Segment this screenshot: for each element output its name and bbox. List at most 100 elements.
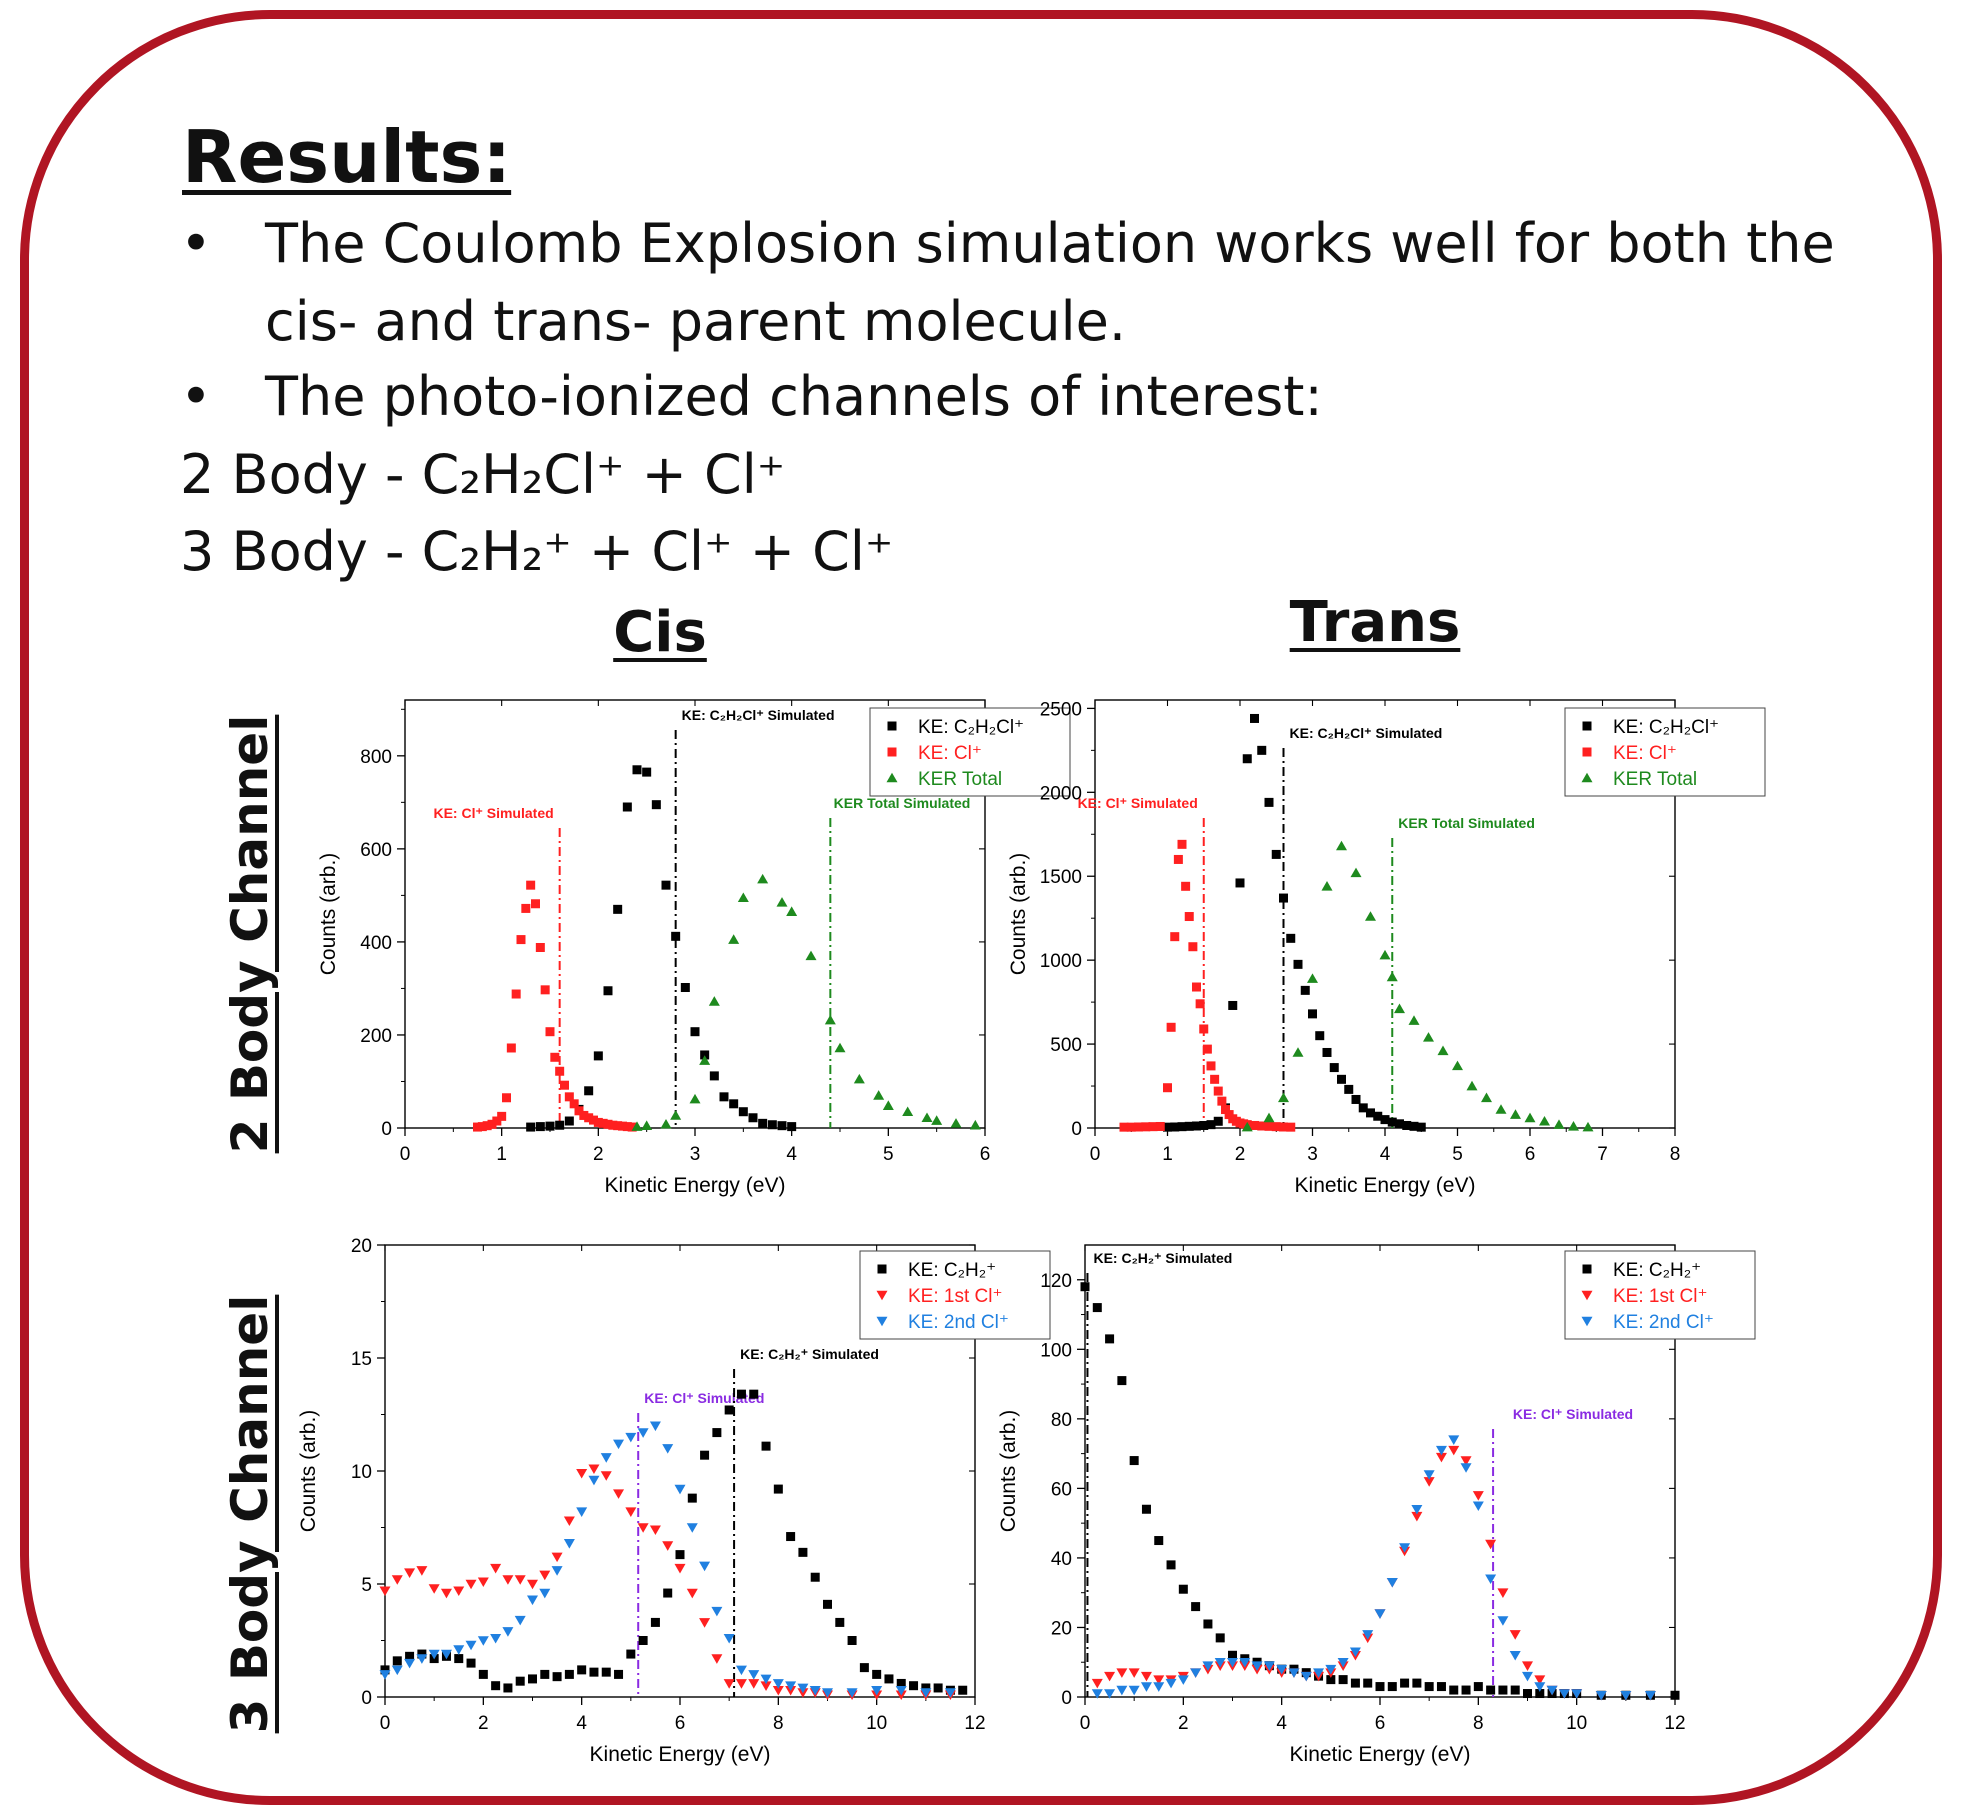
data-point <box>671 931 681 941</box>
data-point <box>748 1670 760 1680</box>
data-point <box>1214 1657 1226 1668</box>
series-group <box>473 880 637 1132</box>
legend-marker <box>876 1290 888 1301</box>
trans-2body-chart: 0 1 2 3 4 5 6 7 8 0 500 1000 1500 2000 2500 Kinetic Ene… <box>1007 699 1766 1197</box>
simulated-label: KER Total Simulated <box>834 795 971 811</box>
data-point <box>709 1071 719 1081</box>
x-tick-label: 5 <box>883 1144 894 1165</box>
data-point <box>1402 1120 1412 1130</box>
data-point <box>958 1685 968 1695</box>
simulated-label: KE: Cl⁺ Simulated <box>1513 1406 1633 1422</box>
data-point <box>466 1658 476 1668</box>
data-point <box>1435 1445 1447 1456</box>
data-point <box>872 1669 882 1679</box>
data-point <box>1379 949 1391 960</box>
data-point <box>787 1122 797 1132</box>
y-tick-label: 5 <box>361 1575 372 1596</box>
x-tick-label: 8 <box>1473 1713 1484 1734</box>
y-tick-label: 400 <box>360 933 392 954</box>
legend: KE: C₂H₂⁺ KE: 1st Cl⁺ KE: 2nd Cl⁺ <box>859 1250 1051 1340</box>
data-point <box>527 1579 538 1590</box>
cis-3body-chart: 0 2 4 6 8 10 12 0 5 10 15 20 Kinetic Energy (eV) Coun… <box>297 1236 1051 1766</box>
data-point <box>551 1552 563 1563</box>
data-point <box>785 1681 797 1691</box>
data-point <box>1213 1116 1223 1126</box>
data-point <box>1278 1092 1289 1103</box>
y-tick-label: 80 <box>1051 1410 1072 1431</box>
data-point <box>902 1106 914 1116</box>
data-point <box>660 1119 672 1129</box>
data-point <box>622 802 632 812</box>
data-point <box>625 1507 637 1517</box>
data-point <box>1523 1689 1532 1699</box>
data-point <box>1104 1671 1116 1682</box>
data-point <box>1163 1122 1172 1132</box>
data-point <box>1257 745 1267 755</box>
data-point <box>1134 1122 1143 1132</box>
y-tick-label: 0 <box>381 1119 392 1140</box>
data-point <box>540 1669 550 1679</box>
legend-box <box>1564 707 1766 797</box>
data-point <box>545 1027 555 1037</box>
legend-marker <box>1581 772 1593 783</box>
data-point <box>502 1093 511 1103</box>
data-point <box>1321 881 1333 891</box>
data-point <box>757 873 769 884</box>
data-point <box>391 1575 403 1585</box>
data-point <box>1436 1682 1446 1692</box>
data-point <box>453 1645 465 1655</box>
data-point <box>1163 1083 1172 1093</box>
data-point <box>539 1588 551 1599</box>
legend-marker <box>886 772 898 783</box>
data-point <box>895 1685 907 1696</box>
data-point <box>1140 1682 1152 1692</box>
data-point <box>379 1586 391 1597</box>
data-point <box>1170 1122 1180 1132</box>
legend-label: KE: C₂H₂Cl⁺ <box>1613 717 1719 738</box>
data-point <box>1498 1685 1508 1695</box>
series-group <box>1241 840 1594 1132</box>
data-point <box>1437 1045 1449 1056</box>
legend-marker <box>1582 721 1592 731</box>
y-tick-label: 200 <box>360 1026 392 1047</box>
data-point <box>502 1575 514 1585</box>
y-tick-label: 60 <box>1051 1479 1072 1500</box>
data-point <box>1199 1024 1209 1034</box>
data-point <box>674 1484 686 1495</box>
data-point <box>1568 1121 1579 1131</box>
data-point <box>1191 1602 1201 1612</box>
data-point <box>1495 1104 1507 1114</box>
x-axis-label: Kinetic Energy (eV) <box>1290 1743 1471 1766</box>
data-point <box>614 1669 624 1679</box>
data-point <box>809 1685 821 1696</box>
x-tick-label: 0 <box>380 1713 391 1734</box>
data-point <box>921 1683 931 1693</box>
data-point <box>776 897 788 907</box>
legend-marker <box>1582 1264 1592 1274</box>
data-point <box>576 1468 588 1479</box>
data-point <box>1472 1501 1484 1512</box>
data-point <box>786 906 798 916</box>
data-point <box>1251 1661 1263 1671</box>
series-group <box>379 1464 956 1701</box>
data-point <box>1184 912 1194 922</box>
x-tick-label: 2 <box>593 1144 604 1165</box>
data-point <box>1279 1122 1288 1132</box>
data-point <box>1395 1119 1404 1129</box>
data-point <box>758 1118 768 1128</box>
x-tick-label: 4 <box>576 1713 587 1734</box>
data-point <box>748 1113 758 1123</box>
bullet-text: cis- and trans- parent molecule. <box>265 290 1127 353</box>
data-point <box>728 934 740 944</box>
data-point <box>1535 1689 1545 1699</box>
data-point <box>1558 1689 1570 1699</box>
x-tick-label: 6 <box>1525 1144 1536 1165</box>
data-point <box>786 1532 796 1542</box>
data-point <box>798 1547 808 1557</box>
data-point <box>1129 1456 1139 1466</box>
data-point <box>1286 933 1296 943</box>
data-point <box>1300 985 1310 995</box>
x-axis-label: Kinetic Energy (eV) <box>1295 1174 1476 1197</box>
data-point <box>735 1679 747 1689</box>
data-point <box>1141 1504 1151 1514</box>
